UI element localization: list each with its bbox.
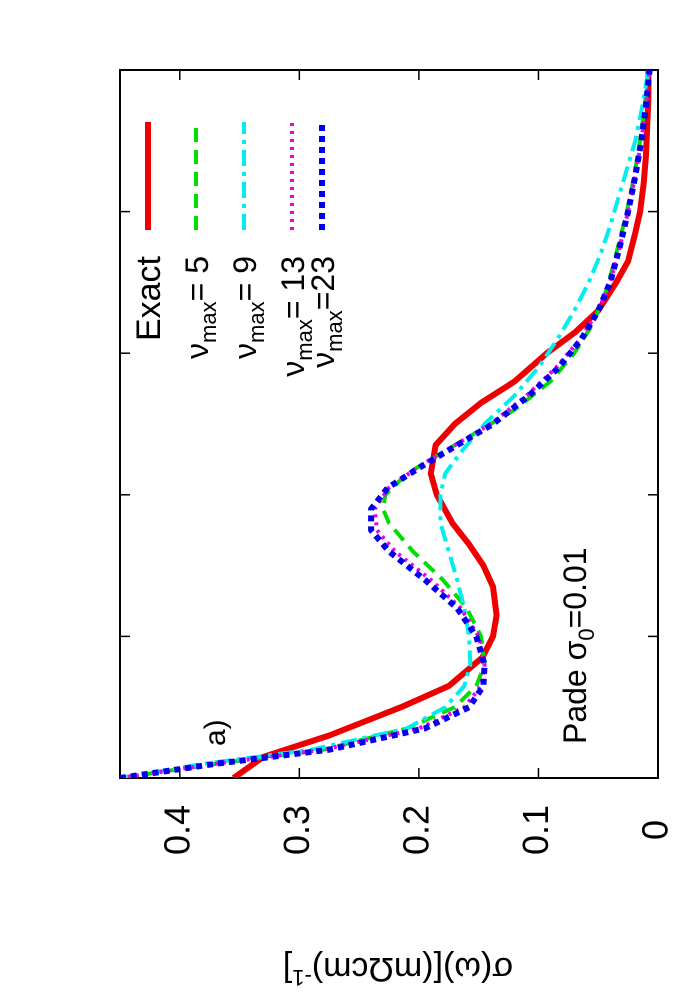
legend-label-4: νmax=23: [305, 256, 347, 368]
pade-annotation: Pade σ0=0.01: [557, 547, 599, 744]
legend-label-1: νmax= 5: [179, 256, 221, 359]
y-axis-label: σ(ω)[(mΩcm)-1]: [283, 950, 513, 990]
series-lines: [120, 70, 653, 778]
series-line-4: [120, 70, 653, 778]
legend-label-3: νmax= 13: [275, 256, 317, 377]
y-tick-labels: 0 0.1 0.2 0.3 0.4: [156, 805, 675, 855]
y-tick-label: 0.3: [276, 805, 317, 855]
y-tick-label: 0: [635, 820, 676, 840]
panel-label: a): [199, 719, 232, 746]
plot-area: [119, 69, 659, 779]
plot-frame: [119, 69, 659, 779]
series-line-2: [120, 70, 651, 778]
legend-label-0: Exact: [130, 255, 168, 341]
legend-label-2: νmax= 9: [227, 256, 269, 359]
series-line-1: [120, 70, 651, 778]
series-line-0: [231, 70, 652, 778]
axis-ticks: [120, 70, 658, 778]
y-tick-label: 0.4: [156, 805, 197, 855]
y-tick-label: 0.1: [515, 805, 556, 855]
y-tick-label: 0.2: [395, 805, 436, 855]
